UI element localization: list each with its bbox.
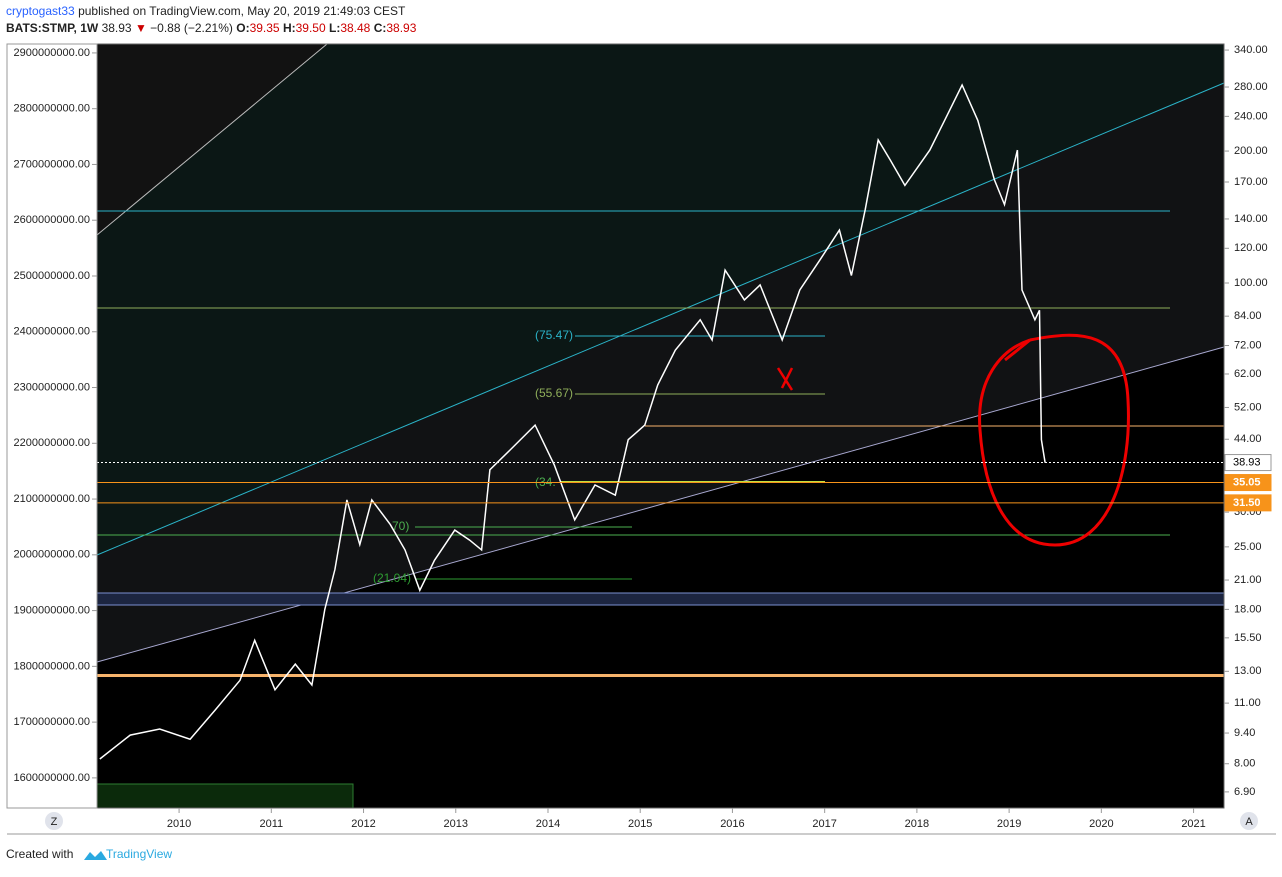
x-tick-label: 2016 [720, 818, 744, 830]
trendline [96, 82, 1225, 556]
zone [96, 783, 354, 809]
red-x [776, 367, 794, 391]
y2-tick-label: 11.00 [1234, 697, 1261, 709]
support-band [97, 674, 1224, 677]
fib-label: 70) [392, 519, 409, 533]
x-tick-label: 2014 [536, 818, 560, 830]
trendline [96, 43, 328, 236]
c-label: C: [374, 21, 387, 35]
header-line: cryptogast33 published on TradingView.co… [6, 4, 406, 18]
y-tick-label: 1700000000.00 [14, 716, 90, 728]
y-tick-label: 2800000000.00 [14, 103, 90, 115]
y2-tick-label: 280.00 [1234, 81, 1268, 93]
y2-tick-label: 72.00 [1234, 339, 1262, 351]
support-band [96, 592, 1225, 606]
x-tick-label: 2015 [628, 818, 652, 830]
y2-tick-label: 52.00 [1234, 401, 1262, 413]
x-tick-label: 2019 [997, 818, 1021, 830]
footer-created: Created with [6, 847, 73, 861]
published: published on TradingView.com, May 20, 20… [78, 4, 406, 18]
fib-label: (75.47) [535, 328, 573, 342]
l-label: L: [329, 21, 340, 35]
down-arrow: ▼ [132, 21, 151, 35]
shade [97, 83, 1224, 662]
y2-tick-label: 170.00 [1234, 176, 1268, 188]
y2-tick-label: 340.00 [1234, 44, 1268, 56]
price-badge [1224, 474, 1272, 492]
left-axis-frame [6, 43, 98, 809]
price-line [99, 83, 1046, 760]
change: −0.88 (−2.21%) [150, 21, 233, 35]
price-label: 31.50 [1233, 497, 1261, 509]
y2-tick-label: 25.00 [1234, 541, 1262, 553]
open: 39.35 [250, 21, 280, 35]
x-tick-label: 2010 [167, 818, 191, 830]
y2-tick-label: 62.00 [1234, 368, 1262, 380]
y-tick-label: 2000000000.00 [14, 549, 90, 561]
x-tick-label: 2013 [444, 818, 468, 830]
shade [97, 44, 1224, 555]
y2-tick-label: 240.00 [1234, 110, 1268, 122]
price-label: 38.93 [1233, 456, 1261, 468]
price-label: 35.05 [1233, 476, 1261, 488]
symbol: BATS:STMP, 1W [6, 21, 99, 35]
y2-tick-label: 44.00 [1234, 433, 1262, 445]
low: 38.48 [340, 21, 370, 35]
y-tick-label: 1800000000.00 [14, 660, 90, 672]
y-tick-label: 2400000000.00 [14, 326, 90, 338]
x-tick-label: 2017 [812, 818, 836, 830]
close: 38.93 [386, 21, 416, 35]
x-tick-label: 2011 [259, 818, 283, 830]
y-tick-label: 2300000000.00 [14, 381, 90, 393]
red-circle [978, 333, 1130, 547]
user[interactable]: cryptogast33 [6, 4, 75, 18]
symbol-line: BATS:STMP, 1W 38.93 ▼ −0.88 (−2.21%) O:3… [6, 21, 417, 35]
y2-tick-label: 15.50 [1234, 632, 1262, 644]
y-tick-label: 1600000000.00 [14, 772, 90, 784]
button[interactable] [45, 812, 63, 830]
y-tick-label: 2600000000.00 [14, 214, 90, 226]
price-badge [1224, 494, 1272, 512]
y2-tick-label: 6.90 [1234, 786, 1255, 798]
button-label[interactable]: Z [51, 816, 58, 828]
x-tick-label: 2021 [1181, 818, 1205, 830]
y2-tick-label: 140.00 [1234, 213, 1268, 225]
x-tick-label: 2012 [351, 818, 375, 830]
last: 38.93 [102, 21, 132, 35]
x-tick-label: 2020 [1089, 818, 1113, 830]
y2-tick-label: 84.00 [1234, 310, 1262, 322]
y2-tick-label: 18.00 [1234, 603, 1262, 615]
h-label: H: [283, 21, 296, 35]
button[interactable] [1240, 812, 1258, 830]
y2-tick-label: 200.00 [1234, 145, 1268, 157]
y2-tick-label: 100.00 [1234, 277, 1268, 289]
y-tick-label: 2700000000.00 [14, 158, 90, 170]
y2-tick-label: 21.00 [1234, 574, 1262, 586]
fib-label: (21.04) [373, 571, 411, 585]
y2-tick-label: 120.00 [1234, 242, 1268, 254]
y2-tick-label: 8.00 [1234, 758, 1255, 770]
y2-tick-label: 9.40 [1234, 727, 1255, 739]
button-label[interactable]: A [1245, 816, 1253, 828]
fib-label: (55.67) [535, 386, 573, 400]
high: 39.50 [296, 21, 326, 35]
x-tick-label: 2018 [905, 818, 929, 830]
y2-tick-label: 13.00 [1234, 665, 1262, 677]
y-tick-label: 2500000000.00 [14, 270, 90, 282]
logo [84, 851, 107, 860]
y-tick-label: 1900000000.00 [14, 604, 90, 616]
footer-brand[interactable]: TradingView [106, 847, 172, 861]
red-stroke [1004, 338, 1031, 362]
y-tick-label: 2900000000.00 [14, 47, 90, 59]
y-tick-label: 2100000000.00 [14, 493, 90, 505]
y-tick-label: 2200000000.00 [14, 437, 90, 449]
o-label: O: [236, 21, 249, 35]
trendline [96, 346, 1225, 663]
price-badge [1224, 454, 1272, 472]
